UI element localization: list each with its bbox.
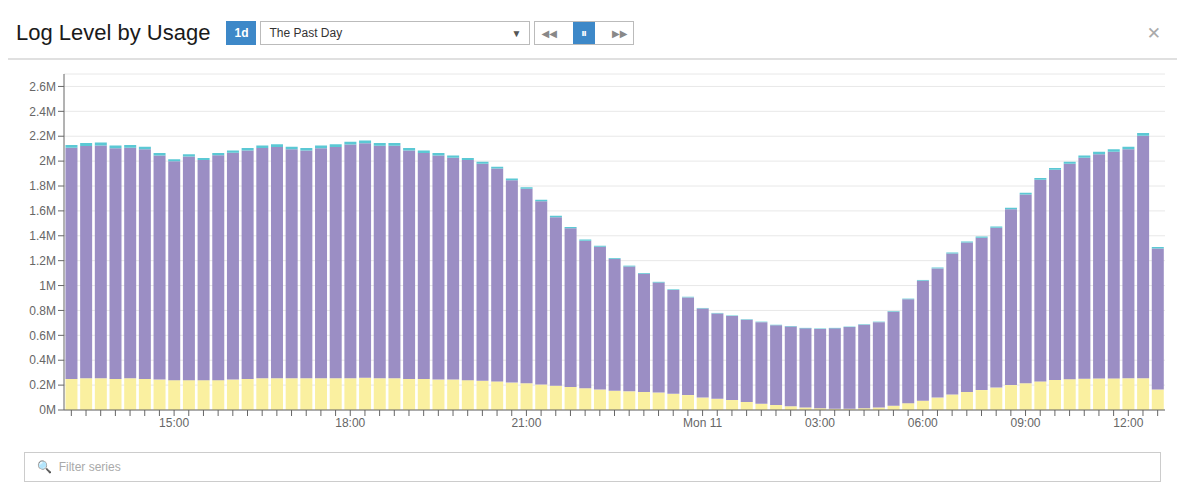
html-text:1d: 1d xyxy=(234,26,249,40)
html-text:Log Level by Usage: Log Level by Usage xyxy=(16,20,211,45)
svg-text:0.2M: 0.2M xyxy=(29,378,56,392)
svg-text:2M: 2M xyxy=(39,154,56,168)
svg-text:0.4M: 0.4M xyxy=(29,353,56,367)
svg-text:2.6M: 2.6M xyxy=(29,80,56,94)
svg-text:0.8M: 0.8M xyxy=(29,304,56,318)
svg-text:1.4M: 1.4M xyxy=(29,229,56,243)
html-text:The Past Day: The Past Day xyxy=(269,26,343,40)
svg-text:2.2M: 2.2M xyxy=(29,129,56,143)
svg-text:1M: 1M xyxy=(39,279,56,293)
svg-text:1.8M: 1.8M xyxy=(29,179,56,193)
svg-text:09:00: 09:00 xyxy=(1011,416,1041,430)
svg-text:18:00: 18:00 xyxy=(335,416,365,430)
svg-text:21:00: 21:00 xyxy=(511,416,541,430)
svg-text:2.4M: 2.4M xyxy=(29,105,56,119)
svg-text:0M: 0M xyxy=(39,403,56,417)
svg-text:1.2M: 1.2M xyxy=(29,254,56,268)
svg-text:Mon 11: Mon 11 xyxy=(683,416,722,430)
svg-text:12:00: 12:00 xyxy=(1113,416,1143,430)
svg-text:15:00: 15:00 xyxy=(159,416,189,430)
svg-text:0.6M: 0.6M xyxy=(29,329,56,343)
svg-text:06:00: 06:00 xyxy=(908,416,938,430)
html-text:🔍 Filter series: 🔍 Filter series xyxy=(37,460,121,474)
svg-text:1.6M: 1.6M xyxy=(29,204,56,218)
svg-text:03:00: 03:00 xyxy=(805,416,835,430)
